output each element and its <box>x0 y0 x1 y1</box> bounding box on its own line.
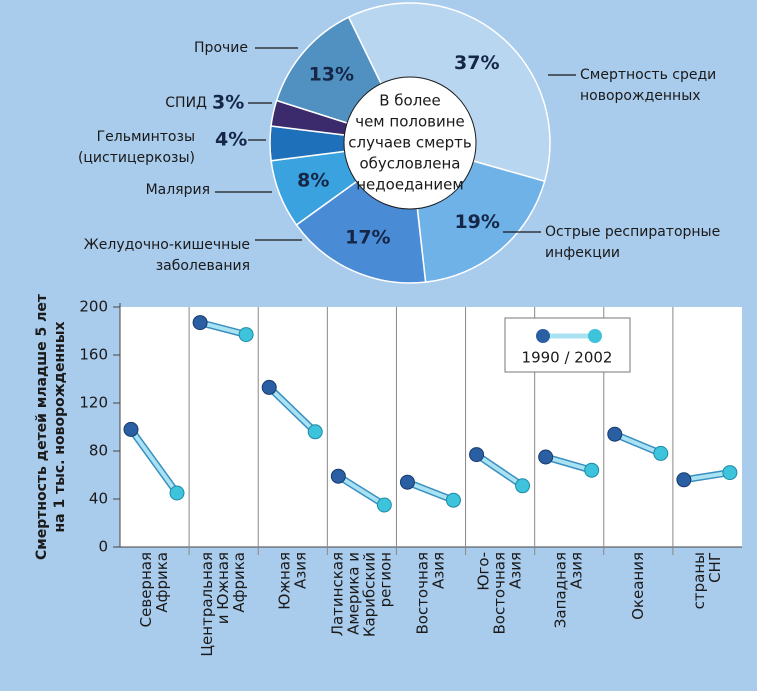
y-axis-label: на 1 тыс. новорожденных <box>52 321 68 532</box>
x-tick-label: Азия <box>430 552 448 589</box>
center-annotation: недоеданием <box>356 176 463 194</box>
point-start <box>330 468 346 484</box>
connector <box>474 452 525 488</box>
y-tick-label: 200 <box>79 298 108 316</box>
center-annotation: случаев смерть <box>348 134 472 152</box>
connector <box>129 427 179 495</box>
pie-label: заболевания <box>156 258 250 274</box>
y-tick-label: 160 <box>79 346 108 364</box>
point-start <box>469 447 485 463</box>
connector <box>612 432 663 456</box>
x-tick-label: страны <box>690 552 708 609</box>
point-start <box>123 421 139 437</box>
point-end <box>376 497 392 513</box>
x-tick-label: Африка <box>230 552 248 613</box>
connector <box>405 480 456 503</box>
center-annotation: обусловлена <box>360 155 461 173</box>
x-tick-label: Азия <box>568 552 586 589</box>
connector <box>267 385 318 434</box>
pie-label: Малярия <box>146 182 210 198</box>
connector <box>543 455 594 473</box>
pie-label: СПИД <box>165 95 207 111</box>
x-tick-label: Азия <box>291 552 309 589</box>
point-end <box>445 492 461 508</box>
x-tick-label: Северная <box>137 552 155 627</box>
x-tick-label: Восточная <box>414 552 432 635</box>
point-start <box>261 379 277 395</box>
pie-value-label: 19% <box>454 211 499 233</box>
point-end <box>653 445 669 461</box>
x-tick-label: Латинская <box>328 552 346 636</box>
pie-value-label: 37% <box>454 52 499 74</box>
point-start <box>676 472 692 488</box>
pie-label: Желудочно-кишечные <box>84 237 250 253</box>
y-tick-label: 80 <box>89 442 108 460</box>
point-start <box>538 449 554 465</box>
legend-box <box>504 317 631 373</box>
pie-label: (цистицеркозы) <box>78 150 195 166</box>
center-annotation: В более <box>379 92 441 110</box>
pie-label: инфекции <box>545 245 620 261</box>
x-tick-label: Западная <box>552 552 570 628</box>
y-tick-label: 120 <box>79 394 108 412</box>
pie-value-label: 13% <box>309 64 354 86</box>
pie-label: Гельминтозы <box>97 129 195 145</box>
legend-point-start <box>536 329 550 343</box>
x-tick-label: Центральная <box>198 552 216 657</box>
x-tick-label: Африка <box>153 552 171 613</box>
point-end <box>238 327 254 343</box>
pie-label: Прочие <box>194 40 248 56</box>
pie-value-label: 4% <box>215 129 247 151</box>
x-tick-label: Юго- <box>475 552 493 591</box>
y-tick-label: 0 <box>98 538 108 556</box>
pie-value-label: 17% <box>345 227 390 249</box>
pie-label: новорожденных <box>580 88 701 104</box>
x-tick-label: и Южная <box>214 552 232 624</box>
connector <box>336 474 387 507</box>
legend-label: 1990 / 2002 <box>522 349 613 367</box>
pie-label: Смертность среди <box>580 67 716 83</box>
point-end <box>722 465 738 481</box>
x-tick-label: Океания <box>629 552 647 620</box>
x-tick-label: СНГ <box>706 552 724 583</box>
x-tick-label: Южная <box>275 552 293 610</box>
point-end <box>584 462 600 478</box>
y-tick-label: 40 <box>89 490 108 508</box>
pie-label: Острые респираторные <box>545 224 720 240</box>
pie-value-label: 3% <box>212 92 244 114</box>
connector <box>681 470 732 482</box>
connector <box>198 320 249 337</box>
point-start <box>192 315 208 331</box>
point-start <box>607 426 623 442</box>
y-axis-label: Смертность детей младше 5 лет <box>34 293 50 560</box>
x-tick-label: Азия <box>507 552 525 589</box>
x-tick-label: Америка и <box>344 552 362 635</box>
legend-point-end <box>588 329 602 343</box>
plot-area <box>120 307 742 547</box>
pie-value-label: 8% <box>297 170 329 192</box>
x-tick-label: Карибский <box>360 552 378 637</box>
x-tick-label: Восточная <box>491 552 509 635</box>
x-tick-label: регион <box>376 552 394 607</box>
center-circle <box>343 76 477 210</box>
point-start <box>399 474 415 490</box>
point-end <box>169 485 185 501</box>
point-end <box>307 424 323 440</box>
center-annotation: чем половине <box>355 113 465 131</box>
point-end <box>515 478 531 494</box>
